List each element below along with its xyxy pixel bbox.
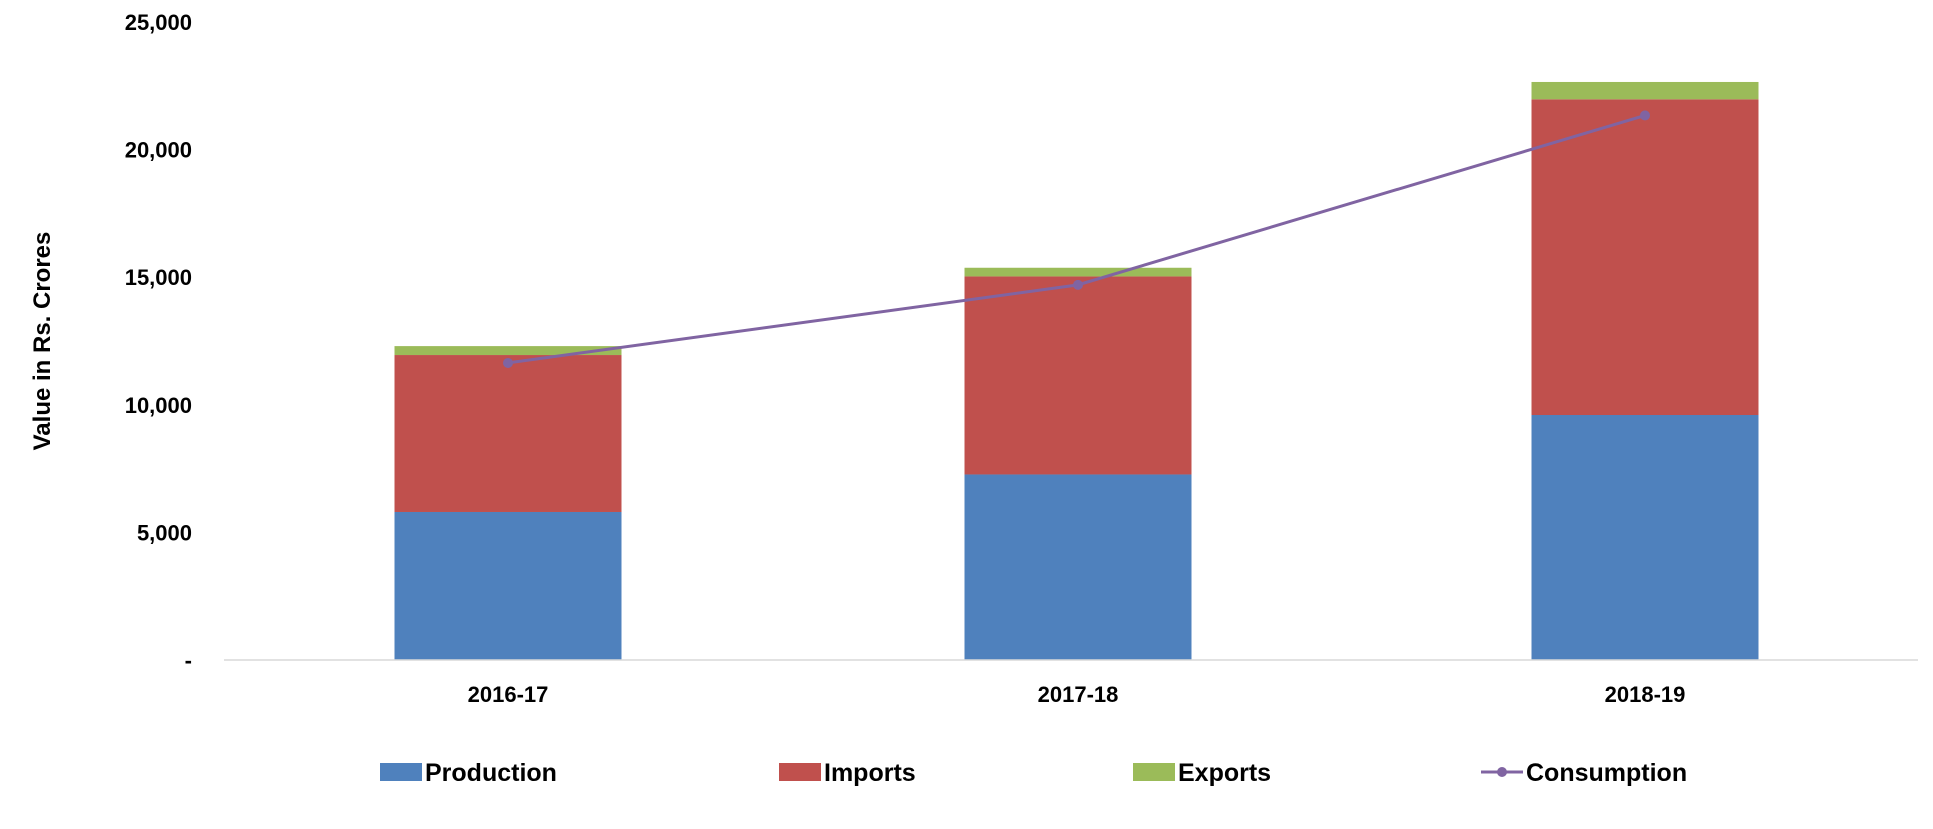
bar-exports-2016-17: [394, 346, 622, 356]
bar-production-2018-19: [1531, 415, 1759, 660]
x-tick-label: 2017-18: [1038, 682, 1119, 707]
legend-label-consumption: Consumption: [1526, 759, 1687, 787]
point-consumption-2016-17: [503, 357, 513, 368]
bar-exports-2017-18: [964, 267, 1192, 277]
y-tick-label: 5,000: [137, 520, 192, 545]
bar-production-2017-18: [964, 474, 1192, 660]
y-axis-label: Value in Rs. Crores: [29, 232, 56, 451]
bar-exports-2018-19: [1531, 81, 1759, 100]
bar-imports-2016-17: [394, 355, 622, 512]
bar-imports-2017-18: [964, 276, 1192, 475]
legend-label-production: Production: [425, 759, 557, 787]
point-consumption-2018-19: [1640, 110, 1650, 121]
y-tick-label: 20,000: [125, 138, 192, 163]
legend-swatch-production: [380, 763, 422, 781]
legend-swatch-exports: [1133, 763, 1175, 781]
y-tick-label: 25,000: [125, 10, 192, 35]
bar-production-2016-17: [394, 511, 622, 660]
y-tick-label: 15,000: [125, 265, 192, 290]
bar-imports-2018-19: [1531, 99, 1759, 416]
legend-label-imports: Imports: [824, 759, 916, 787]
legend-label-exports: Exports: [1178, 759, 1271, 787]
point-consumption-2017-18: [1073, 279, 1083, 290]
y-tick-label: -: [185, 648, 192, 673]
x-tick-label: 2018-19: [1605, 682, 1686, 707]
y-tick-label: 10,000: [125, 393, 192, 418]
legend-marker-consumption: [1497, 767, 1507, 777]
x-tick-label: 2016-17: [468, 682, 549, 707]
legend-swatch-imports: [779, 763, 821, 781]
